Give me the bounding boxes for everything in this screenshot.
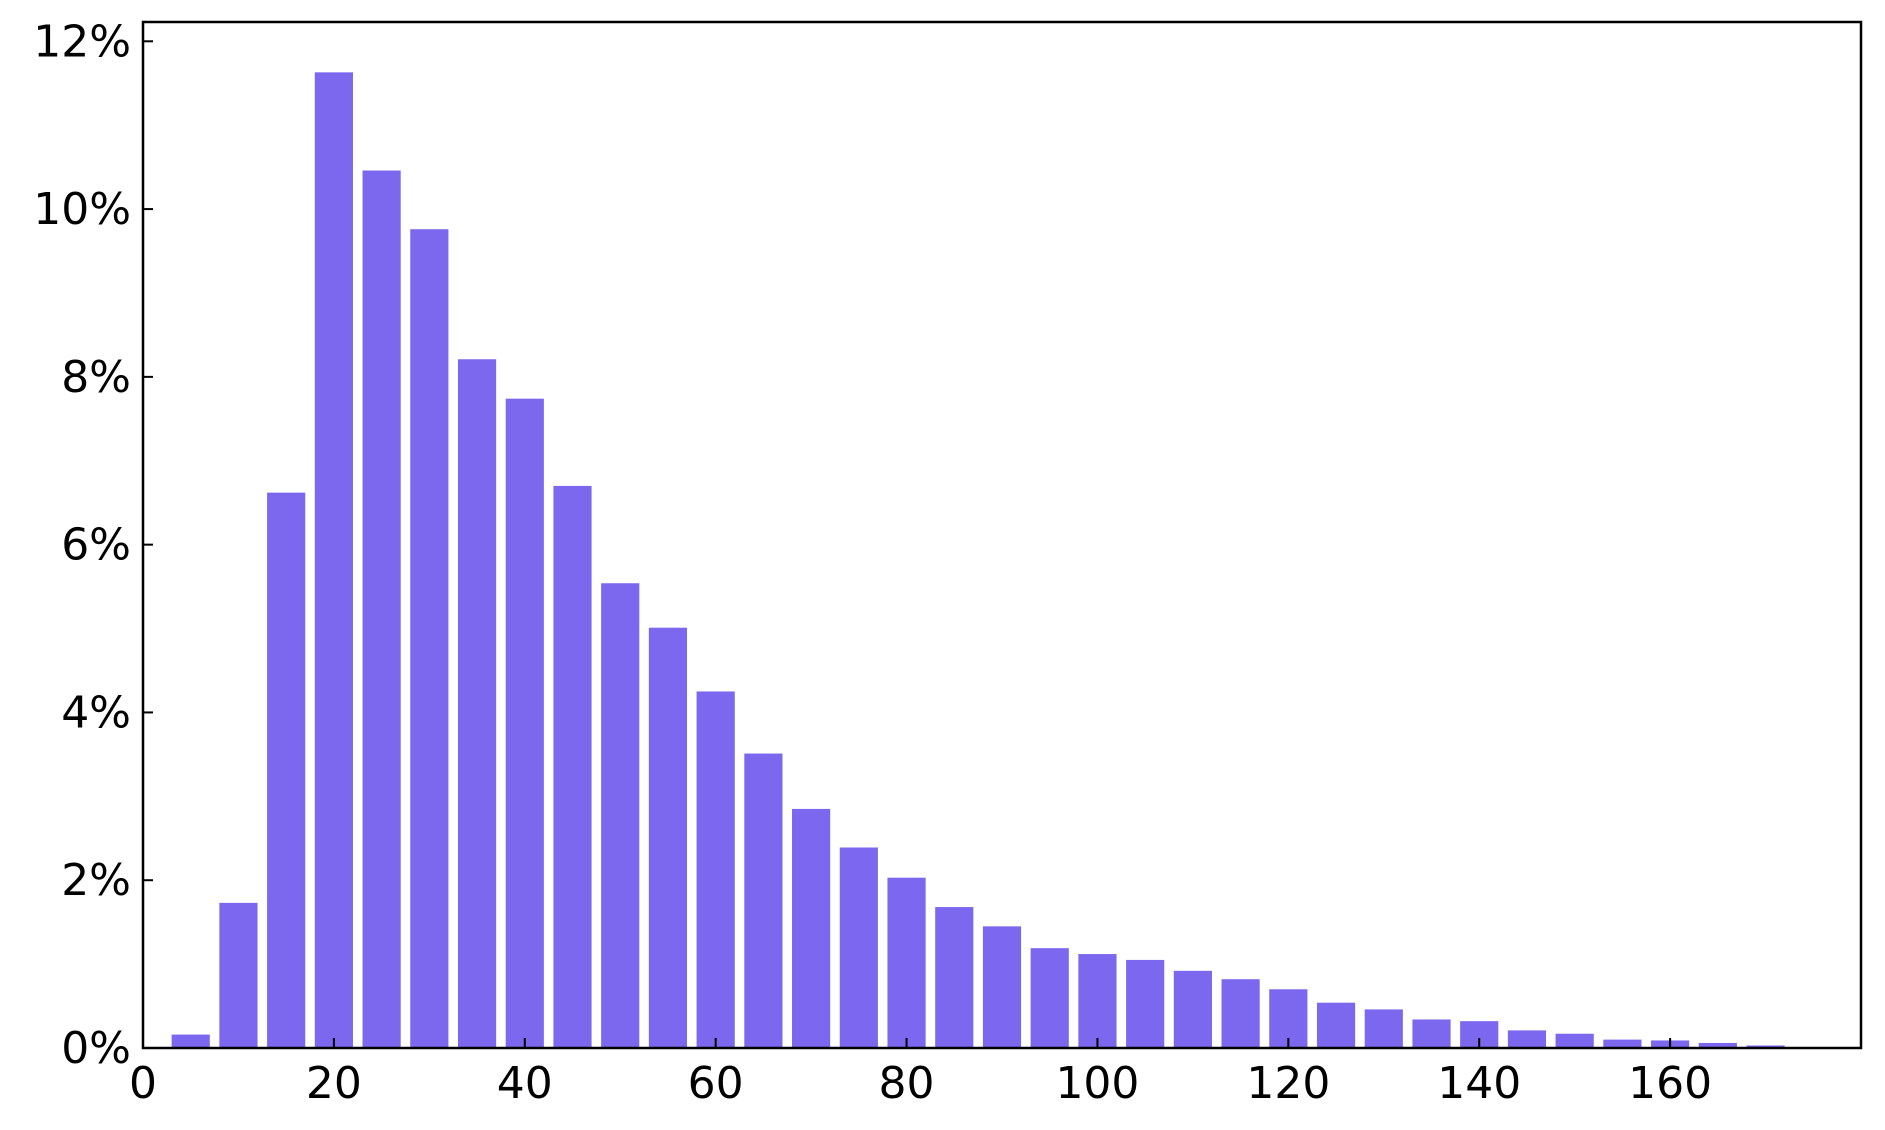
bar xyxy=(1698,1042,1737,1048)
bar xyxy=(601,583,640,1048)
bar xyxy=(410,229,449,1049)
bar xyxy=(1746,1045,1785,1048)
plot-frame xyxy=(141,20,1863,1050)
bar xyxy=(457,359,497,1049)
bar xyxy=(1603,1039,1642,1048)
bar xyxy=(887,877,926,1048)
bar xyxy=(553,485,592,1049)
y-tick-label: 4% xyxy=(61,687,131,738)
x-tick-label: 80 xyxy=(879,1058,935,1109)
bar xyxy=(1412,1019,1451,1048)
bar xyxy=(171,1034,210,1048)
x-tick-label: 20 xyxy=(306,1058,362,1109)
bar xyxy=(1364,1009,1403,1048)
bar xyxy=(792,808,831,1048)
bar xyxy=(935,907,974,1048)
bar xyxy=(696,691,735,1048)
bar xyxy=(1316,1002,1356,1048)
x-tick-label: 40 xyxy=(497,1058,553,1109)
bar xyxy=(1221,979,1260,1048)
bar xyxy=(982,926,1022,1048)
y-tick-label: 10% xyxy=(33,184,131,235)
y-tick-label: 8% xyxy=(61,352,131,403)
y-tick-label: 6% xyxy=(61,520,131,571)
bar xyxy=(1126,959,1165,1048)
x-tick-label: 140 xyxy=(1437,1058,1521,1109)
x-tick-label: 60 xyxy=(688,1058,744,1109)
x-tick-label: 0 xyxy=(129,1058,157,1109)
bar xyxy=(219,902,258,1048)
x-tick-label: 100 xyxy=(1055,1058,1139,1109)
bar xyxy=(1078,954,1117,1048)
y-tick-label: 12% xyxy=(33,16,131,67)
bar xyxy=(362,170,401,1049)
y-tick-label: 0% xyxy=(61,1023,131,1074)
bar xyxy=(744,753,783,1048)
bar xyxy=(267,492,306,1048)
bar xyxy=(505,398,544,1048)
bar xyxy=(1030,948,1069,1048)
bar xyxy=(648,627,688,1048)
bar xyxy=(1507,1030,1547,1048)
bar xyxy=(314,72,353,1048)
y-tick-label: 2% xyxy=(61,855,131,906)
bar xyxy=(1173,970,1212,1048)
x-tick-label: 120 xyxy=(1246,1058,1330,1109)
bar xyxy=(839,847,878,1048)
x-tick-label: 160 xyxy=(1628,1058,1712,1109)
bar xyxy=(1555,1033,1594,1048)
